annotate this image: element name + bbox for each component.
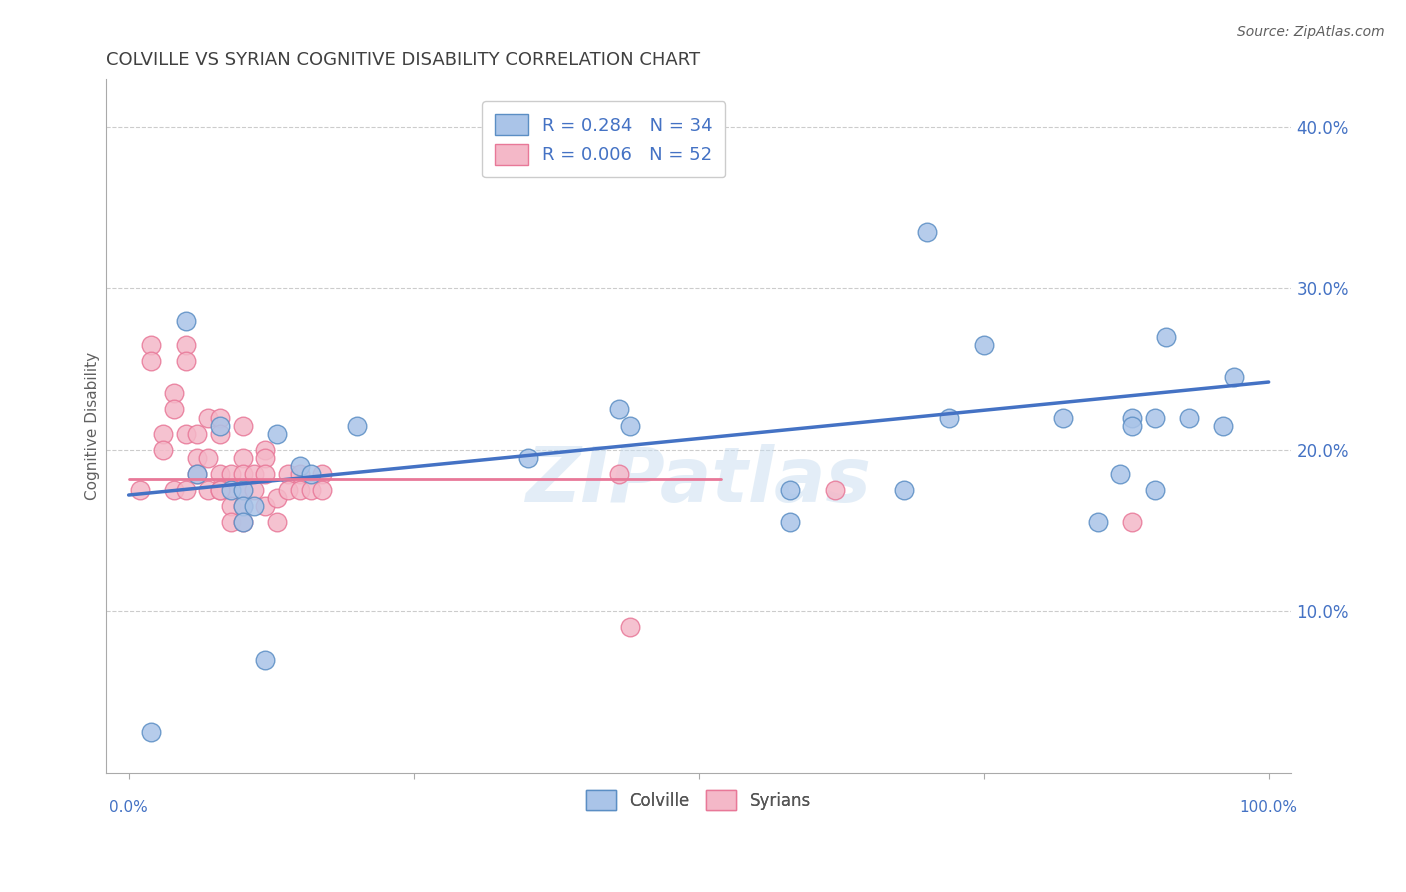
- Point: [163, 402, 186, 417]
- Point: [266, 491, 288, 506]
- Point: [174, 426, 197, 441]
- Point: [208, 426, 231, 441]
- Point: [208, 410, 231, 425]
- Point: [243, 467, 266, 481]
- Point: [1223, 370, 1246, 384]
- Point: [1109, 467, 1132, 481]
- Point: [277, 483, 299, 498]
- Point: [232, 500, 254, 514]
- Point: [938, 410, 960, 425]
- Point: [232, 500, 254, 514]
- Point: [607, 402, 630, 417]
- Point: [299, 467, 322, 481]
- Point: [232, 516, 254, 530]
- Point: [186, 426, 208, 441]
- Point: [1143, 410, 1166, 425]
- Point: [197, 483, 219, 498]
- Point: [973, 338, 995, 352]
- Point: [219, 467, 242, 481]
- Point: [311, 467, 333, 481]
- Point: [232, 516, 254, 530]
- Point: [174, 338, 197, 352]
- Point: [232, 418, 254, 433]
- Text: 100.0%: 100.0%: [1240, 799, 1298, 814]
- Point: [915, 225, 938, 239]
- Point: [232, 467, 254, 481]
- Point: [824, 483, 846, 498]
- Point: [254, 442, 277, 457]
- Point: [129, 483, 152, 498]
- Point: [208, 467, 231, 481]
- Point: [152, 442, 174, 457]
- Point: [208, 483, 231, 498]
- Point: [254, 500, 277, 514]
- Point: [232, 450, 254, 465]
- Point: [243, 483, 266, 498]
- Point: [174, 314, 197, 328]
- Point: [288, 467, 311, 481]
- Point: [208, 483, 231, 498]
- Point: [607, 467, 630, 481]
- Point: [299, 483, 322, 498]
- Point: [893, 483, 915, 498]
- Point: [779, 516, 801, 530]
- Legend: Colville, Syrians: Colville, Syrians: [579, 784, 818, 816]
- Point: [1087, 516, 1109, 530]
- Point: [219, 483, 242, 498]
- Point: [163, 386, 186, 401]
- Point: [141, 354, 163, 368]
- Point: [1121, 516, 1143, 530]
- Point: [152, 426, 174, 441]
- Point: [346, 418, 368, 433]
- Point: [197, 410, 219, 425]
- Point: [1154, 330, 1177, 344]
- Point: [232, 483, 254, 498]
- Text: ZIPatlas: ZIPatlas: [526, 444, 872, 518]
- Point: [141, 725, 163, 739]
- Point: [186, 450, 208, 465]
- Point: [254, 450, 277, 465]
- Point: [232, 483, 254, 498]
- Point: [1121, 410, 1143, 425]
- Point: [1178, 410, 1201, 425]
- Point: [219, 516, 242, 530]
- Point: [174, 483, 197, 498]
- Point: [516, 450, 538, 465]
- Point: [1121, 418, 1143, 433]
- Point: [186, 467, 208, 481]
- Point: [619, 418, 641, 433]
- Point: [619, 620, 641, 634]
- Point: [311, 483, 333, 498]
- Point: [266, 516, 288, 530]
- Point: [197, 450, 219, 465]
- Point: [219, 483, 242, 498]
- Point: [1212, 418, 1234, 433]
- Text: COLVILLE VS SYRIAN COGNITIVE DISABILITY CORRELATION CHART: COLVILLE VS SYRIAN COGNITIVE DISABILITY …: [105, 51, 700, 69]
- Point: [243, 500, 266, 514]
- Point: [1052, 410, 1074, 425]
- Point: [779, 483, 801, 498]
- Point: [174, 354, 197, 368]
- Point: [1143, 483, 1166, 498]
- Y-axis label: Cognitive Disability: Cognitive Disability: [86, 351, 100, 500]
- Point: [266, 426, 288, 441]
- Point: [208, 418, 231, 433]
- Text: Source: ZipAtlas.com: Source: ZipAtlas.com: [1237, 25, 1385, 39]
- Point: [163, 483, 186, 498]
- Point: [254, 467, 277, 481]
- Point: [219, 500, 242, 514]
- Text: 0.0%: 0.0%: [110, 799, 148, 814]
- Point: [141, 338, 163, 352]
- Point: [277, 467, 299, 481]
- Point: [254, 653, 277, 667]
- Point: [288, 458, 311, 473]
- Point: [186, 467, 208, 481]
- Point: [288, 483, 311, 498]
